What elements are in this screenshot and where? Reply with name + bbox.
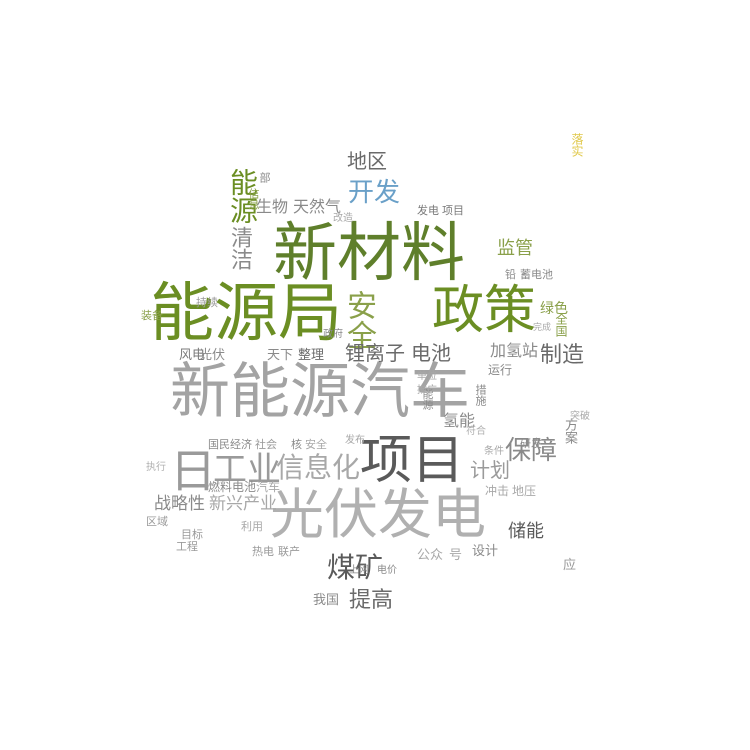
word-meikuang: 煤矿	[327, 551, 384, 584]
word-nengyuan-small: 能源	[421, 388, 434, 410]
word-diqu: 地区	[347, 149, 387, 173]
word-he: 核	[291, 438, 302, 451]
word-zhizao: 制造	[540, 343, 585, 368]
word-tiaojian: 条件	[484, 446, 504, 457]
word-zhanluexing: 战略性	[154, 494, 205, 514]
word-gongzhong: 公众	[417, 548, 444, 563]
word-sheji: 设计	[472, 544, 499, 559]
word-ying: 应	[563, 558, 577, 573]
word-quanguo: 全国	[554, 313, 568, 337]
word-fadian: 发电	[417, 204, 439, 217]
word-zhengfu: 政府	[323, 329, 343, 340]
word-chixu: 持续	[196, 296, 218, 309]
word-xiangmu: 项目	[360, 431, 465, 491]
word-guominjingji: 国民经济	[208, 438, 252, 451]
word-diya: 地压	[512, 484, 537, 498]
word-hao: 号	[449, 548, 463, 563]
word-danwei: 单位	[417, 371, 437, 382]
word-luoshi: 落实	[570, 133, 584, 157]
word-gongcheng: 工程	[176, 540, 198, 553]
word-gongye: 工业	[213, 450, 281, 490]
word-yunxing: 运行	[488, 363, 513, 377]
word-bu: 部	[258, 172, 271, 183]
word-xinxi: 信息	[247, 188, 260, 210]
word-anquan-2: 安全	[305, 438, 327, 451]
word-qian: 铅	[505, 268, 516, 281]
word-dianjia: 电价	[377, 565, 397, 576]
word-qiche: 汽车	[256, 480, 281, 494]
word-lvse: 绿色	[540, 301, 568, 317]
word-xinnengyuanqiche: 新能源汽车	[170, 357, 470, 427]
word-quyu: 区域	[146, 515, 168, 528]
word-nengyuan-v: 能源	[226, 168, 259, 224]
word-mubiao: 目标	[181, 528, 203, 541]
word-chongji: 冲击	[485, 484, 510, 498]
word-ri: 日	[170, 444, 216, 498]
word-qingneng: 氢能	[443, 411, 476, 430]
word-woguo: 我国	[313, 593, 340, 608]
word-shengwu: 生物	[256, 197, 289, 216]
word-wancheng: 完成	[533, 323, 552, 333]
word-jianguan: 监管	[497, 238, 533, 259]
word-dianchi: 电池	[411, 341, 451, 365]
word-kaifa: 开发	[348, 178, 401, 208]
word-shangwang: 上网	[349, 565, 369, 576]
word-tianranqi: 天然气	[293, 197, 342, 216]
word-zhengli: 整理	[298, 348, 325, 363]
word-xiangmu-2: 项目	[442, 204, 464, 217]
word-ranliaodianchi: 燃料电池	[208, 480, 257, 494]
word-xincailiao: 新材料	[273, 217, 465, 291]
word-xinxihua: 信息化	[276, 451, 361, 484]
word-redian: 热电	[252, 545, 274, 558]
word-zhuangbei: 装备	[141, 309, 163, 322]
word-baozhang: 保障	[505, 436, 558, 466]
word-fengdian: 风电	[179, 348, 206, 363]
word-fangan: 方案	[562, 418, 577, 444]
word-tupo: 突破	[570, 411, 590, 422]
word-zhengce: 政策	[432, 281, 537, 341]
word-liyong: 利用	[241, 520, 263, 533]
word-guangfu: 光伏	[199, 348, 226, 363]
word-yanfa: 研发	[520, 437, 542, 450]
word-jiaqingzhan: 加氢站	[490, 341, 539, 360]
word-jihua: 计划	[470, 458, 510, 482]
word-fabu: 发布	[345, 435, 365, 446]
word-tigao: 提高	[349, 588, 394, 613]
word-lianchan: 联产	[278, 545, 300, 558]
word-cuoshi: 措施	[474, 384, 487, 406]
word-fuhe: 符合	[466, 426, 486, 437]
word-chuneng: 储能	[508, 521, 544, 542]
word-shehui: 社会	[255, 438, 277, 451]
word-nengyuanju: 能源局	[150, 277, 342, 351]
word-tianxia: 天下	[267, 348, 294, 363]
word-tuiguang: 推广	[417, 385, 437, 396]
word-anquan: 安全	[341, 290, 376, 350]
word-zhixing: 执行	[146, 462, 166, 473]
word-lilizi: 锂离子	[345, 341, 405, 365]
word-xudianchi: 蓄电池	[520, 268, 553, 281]
word-xinxingchanye: 新兴产业	[209, 494, 277, 514]
word-guangfufadian: 光伏发电	[270, 483, 486, 546]
word-gaizao: 改造	[333, 213, 353, 224]
word-qingjie-v: 清洁	[227, 226, 252, 270]
